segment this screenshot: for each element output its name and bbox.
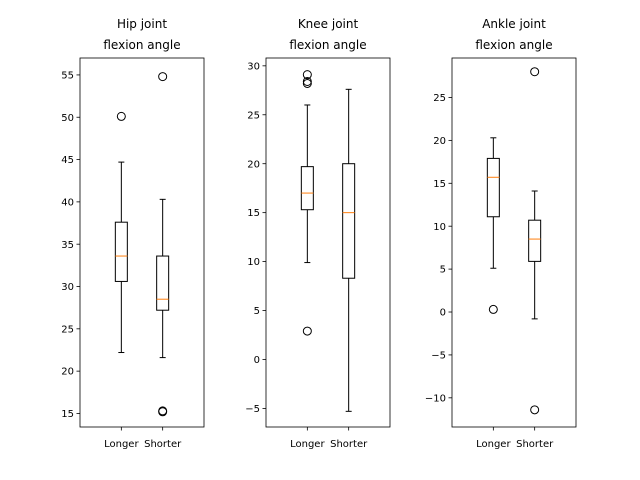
hip-box-longer bbox=[114, 111, 128, 354]
knee-box-shorter bbox=[342, 88, 356, 412]
hip-box-shorter bbox=[156, 72, 170, 417]
hip-ytick-label: 25 bbox=[61, 324, 74, 335]
ankle-box-shorter bbox=[528, 67, 542, 415]
knee-flier-point bbox=[302, 326, 312, 336]
knee-ytick-label: 5 bbox=[254, 306, 260, 317]
hip-iqr-box bbox=[156, 255, 170, 311]
hip-chart-title-line1: Hip joint bbox=[117, 17, 167, 31]
ankle-ytick-label: 20 bbox=[433, 136, 446, 147]
hip-chart-title-line2: flexion angle bbox=[103, 38, 180, 52]
knee-flier-point bbox=[302, 70, 312, 80]
ankle-iqr-box bbox=[486, 157, 500, 218]
ankle-ytick-label: 0 bbox=[440, 308, 446, 319]
hip-xtick-label-longer: Longer bbox=[104, 439, 139, 450]
ankle-ytick-label: −5 bbox=[431, 351, 446, 362]
ankle-ytick-label: −10 bbox=[425, 393, 446, 404]
ankle-flier-point bbox=[530, 405, 540, 415]
hip-ytick-label: 45 bbox=[61, 155, 74, 166]
knee-ytick-label: 25 bbox=[247, 110, 260, 121]
ankle-ytick-label: 5 bbox=[440, 265, 446, 276]
ankle-chart-panel: Ankle joint flexion angle −10 −5 0 5 10 15 20 2… bbox=[425, 17, 577, 450]
knee-ytick-label: 15 bbox=[247, 208, 260, 219]
ankle-chart-title-line1: Ankle joint bbox=[482, 17, 546, 31]
knee-ytick-label: 0 bbox=[254, 355, 260, 366]
hip-flier-point bbox=[158, 72, 168, 82]
ankle-iqr-box bbox=[528, 219, 542, 262]
knee-chart-panel: Knee joint flexion angle −5 0 5 10 15 20 25 30 L… bbox=[245, 17, 391, 450]
hip-flier-point bbox=[116, 111, 126, 121]
hip-ytick-label: 50 bbox=[61, 113, 74, 124]
hip-xtick-label-shorter: Shorter bbox=[144, 439, 182, 450]
knee-iqr-box bbox=[342, 163, 356, 279]
knee-ytick-label: −5 bbox=[245, 404, 260, 415]
ankle-chart-title-line2: flexion angle bbox=[475, 38, 552, 52]
hip-ytick-label: 15 bbox=[61, 409, 74, 420]
hip-axes-frame bbox=[79, 57, 205, 428]
ankle-box-longer bbox=[486, 137, 500, 314]
knee-chart-title-line2: flexion angle bbox=[289, 38, 366, 52]
knee-flier-point bbox=[302, 78, 312, 88]
ankle-flier-point bbox=[488, 304, 498, 314]
hip-ytick-label: 35 bbox=[61, 240, 74, 251]
knee-chart-title-line1: Knee joint bbox=[298, 17, 359, 31]
knee-axes-frame bbox=[265, 57, 391, 428]
knee-ytick-label: 10 bbox=[247, 257, 260, 268]
ankle-xtick-label-shorter: Shorter bbox=[516, 439, 554, 450]
knee-xtick-label-longer: Longer bbox=[290, 439, 325, 450]
hip-ytick-label: 55 bbox=[61, 71, 74, 82]
ankle-xtick-label-longer: Longer bbox=[476, 439, 511, 450]
ankle-ytick-label: 25 bbox=[433, 93, 446, 104]
knee-iqr-box bbox=[300, 166, 314, 211]
knee-box-longer bbox=[300, 70, 314, 336]
ankle-ytick-label: 15 bbox=[433, 179, 446, 190]
ankle-axes-frame bbox=[451, 57, 577, 428]
knee-xtick-label-shorter: Shorter bbox=[330, 439, 368, 450]
hip-ytick-label: 40 bbox=[61, 197, 74, 208]
ankle-ytick-label: 10 bbox=[433, 222, 446, 233]
ankle-flier-point bbox=[530, 67, 540, 77]
hip-flier-point bbox=[158, 407, 168, 417]
hip-ytick-label: 20 bbox=[61, 367, 74, 378]
hip-iqr-box bbox=[114, 221, 128, 282]
knee-ytick-label: 20 bbox=[247, 159, 260, 170]
knee-ytick-label: 30 bbox=[247, 61, 260, 72]
hip-ytick-label: 30 bbox=[61, 282, 74, 293]
hip-chart-panel: Hip joint flexion angle 15 20 25 30 35 40 45 50… bbox=[61, 17, 205, 450]
